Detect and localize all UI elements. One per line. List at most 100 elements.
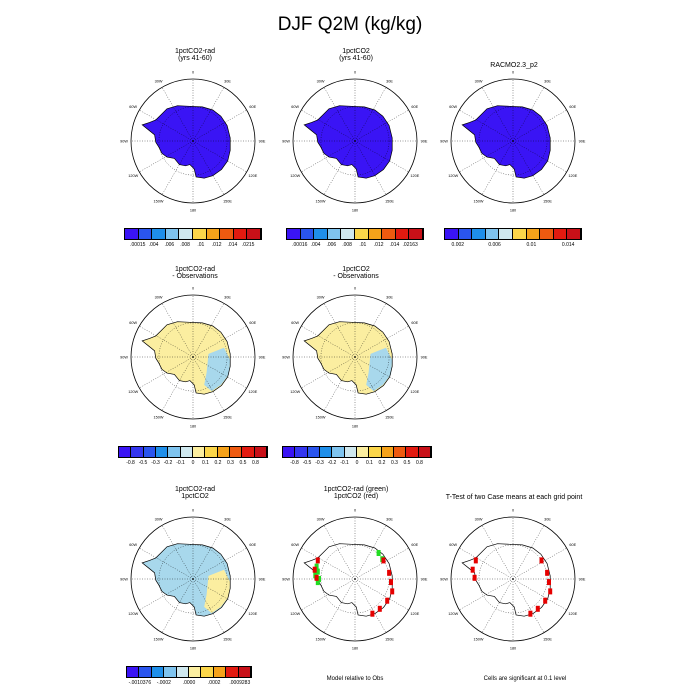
colorbar-swatch: [127, 667, 140, 677]
colorbar-swatch: [499, 229, 513, 239]
meridian: [512, 578, 545, 633]
lon-label: 150W: [154, 199, 164, 203]
latitude-circle: [478, 106, 548, 176]
colorbar-tick-label: -0.8: [290, 460, 299, 466]
colorbar-swatch: [283, 447, 296, 457]
lon-label: 30E: [224, 296, 231, 300]
meridian: [301, 547, 356, 580]
colorbar-tick-label: 0.1: [202, 460, 209, 466]
colorbar-tick-label: .01: [359, 242, 367, 248]
colorbar-tick-label: -0.5: [302, 460, 312, 466]
panel-title-5: 1pctCO2- Observations: [333, 266, 379, 280]
meridian: [354, 525, 387, 580]
lon-label: 30E: [386, 518, 393, 522]
colorbar-swatch: [226, 667, 239, 677]
latitude-circle: [158, 544, 228, 614]
lon-label: 90W: [282, 356, 290, 360]
lon-label: 60E: [569, 543, 576, 547]
latitude-circle: [478, 544, 548, 614]
meridian: [512, 525, 545, 580]
lon-label: 180: [510, 647, 516, 651]
meridian: [192, 109, 247, 142]
colorbar-swatch: [344, 447, 357, 457]
meridian: [459, 547, 514, 580]
colorbar-swatch: [319, 447, 333, 457]
meridian: [354, 140, 387, 195]
significance-mark: [473, 557, 478, 564]
coastline: [141, 321, 231, 395]
colorbar-swatch: [155, 447, 169, 457]
meridian: [301, 578, 356, 611]
latitude-circle: [320, 106, 390, 176]
significance-mark: [547, 579, 551, 586]
latitude-circle: [320, 544, 390, 614]
outer-circle: [292, 78, 418, 204]
colorbar-tick-label: 0.2: [378, 460, 386, 466]
colorbar-4: -0.8 -0.5 -0.3 -0.2 -0.1 0 0.1 0.2 0.3 0.5 0.8: [118, 446, 268, 468]
colorbar-swatches: [124, 228, 262, 240]
meridian: [139, 547, 194, 580]
colorbar-swatch: [540, 229, 554, 239]
colorbar-tick-label: 0: [355, 460, 359, 466]
lon-label: 60W: [129, 543, 137, 547]
colorbar-tick-label: -0.3: [315, 460, 324, 466]
lon-label: 90W: [440, 140, 448, 144]
meridian: [354, 356, 387, 411]
meridian: [512, 578, 567, 611]
significance-mark: [545, 569, 550, 576]
colorbar-swatch: [125, 229, 139, 239]
colorbar-tick-label: .014: [227, 242, 238, 248]
meridian: [481, 525, 514, 580]
meridian: [161, 525, 194, 580]
colorbar-swatch: [180, 447, 193, 457]
colorbar-swatch: [176, 667, 190, 677]
lon-label: 30E: [224, 80, 231, 84]
lon-label: 30W: [155, 518, 163, 522]
significance-mark: [543, 597, 548, 604]
lon-label: 120W: [290, 174, 300, 178]
panel-title-6: 1pctCO2-rad 1pctCO2: [174, 486, 216, 500]
colorbar-swatch: [354, 229, 369, 239]
lon-label: 90W: [440, 578, 448, 582]
meridian: [192, 578, 225, 633]
colorbar-tick-label: .012: [373, 242, 384, 248]
colorbar-tick-label: 0.8: [252, 460, 259, 466]
meridian: [323, 356, 356, 411]
colorbar-5: -0.8 -0.5 -0.3 -0.2 -0.1 0 0.1 0.2 0.3 0.5 0.8: [282, 446, 432, 468]
colorbar-swatch: [229, 447, 243, 457]
meridian: [512, 87, 545, 142]
meridian: [192, 87, 225, 142]
outer-circle: [450, 78, 576, 204]
colorbar-swatch: [395, 229, 410, 239]
land-fill: [142, 105, 231, 179]
meridian: [512, 140, 567, 173]
lon-label: 30E: [386, 296, 393, 300]
lon-label: 30W: [475, 518, 483, 522]
significance-mark: [548, 588, 553, 595]
lon-label: 0: [354, 509, 356, 513]
lon-label: 0: [512, 71, 514, 75]
lon-label: 150W: [474, 199, 484, 203]
lon-label: 30W: [155, 296, 163, 300]
colorbar-swatch: [406, 447, 419, 457]
colorbar-tick-label: .0000: [182, 680, 196, 686]
significance-mark: [315, 557, 320, 564]
lon-label: 150E: [385, 199, 394, 203]
colorbar-swatch: [119, 447, 132, 457]
coastline: [141, 543, 231, 617]
meridian: [192, 547, 247, 580]
lon-label: 120W: [448, 174, 458, 178]
colorbar-swatch: [192, 229, 207, 239]
lon-label: 0: [192, 71, 194, 75]
lon-label: 150E: [223, 637, 232, 641]
lon-label: 60W: [291, 543, 299, 547]
colorbar-tick-label: .006: [164, 242, 175, 248]
lon-label: 120E: [410, 390, 419, 394]
colorbar-tick-label: -0.2: [327, 460, 337, 466]
map-panel-6: 0 30E 60E 90E 120E 150E 180 150W 120W 90W 60W 30W: [120, 509, 266, 651]
meridian: [161, 87, 194, 142]
colorbar-swatch: [300, 229, 315, 239]
map-panel-1: 0 30E 60E 90E 120E 150E 180 150W 120W 90W 60W 30W: [120, 71, 266, 213]
significance-mark: [312, 566, 317, 573]
significance-mark: [314, 574, 319, 581]
